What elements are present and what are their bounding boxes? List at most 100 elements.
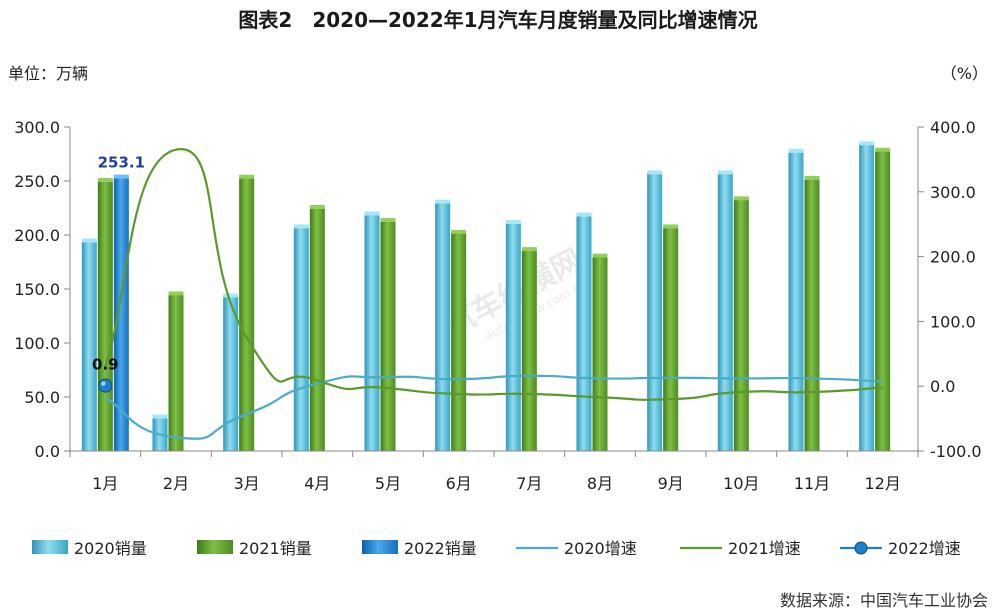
line-series-2020增速 — [104, 374, 883, 440]
bar — [239, 177, 255, 451]
legend-item: 2022增速 — [840, 539, 961, 558]
right-tick-label: 100.0 — [930, 312, 976, 331]
bar-top — [364, 211, 380, 216]
bar-top — [505, 220, 521, 225]
right-tick-label: 400.0 — [930, 118, 976, 137]
legend-label: 2020增速 — [564, 539, 637, 558]
right-tick-label: 200.0 — [930, 248, 976, 267]
bar — [804, 178, 820, 451]
bar — [717, 173, 733, 451]
line-series-2022增速 — [98, 378, 113, 393]
bar-top — [647, 170, 663, 175]
x-tick-label: 3月 — [234, 474, 260, 493]
line-series-2021增速 — [104, 148, 883, 401]
bar-top — [733, 196, 749, 201]
series-line — [104, 148, 883, 401]
bar-top — [293, 224, 309, 229]
x-tick-label: 2月 — [163, 474, 189, 493]
legend-item: 2021销量 — [197, 539, 312, 558]
x-tick-label: 4月 — [304, 474, 330, 493]
legend-label: 2022销量 — [404, 539, 477, 558]
chart-title: 图表2 2020—2022年1月汽车月度销量及同比增速情况 — [238, 8, 757, 32]
bar — [647, 173, 663, 451]
x-axis: 1月 2月 3月 4月 5月 6月 7月 8月 9月 10月 11月 12月 — [69, 450, 919, 493]
left-tick-label: 200.0 — [14, 226, 60, 245]
bar — [435, 202, 451, 451]
bar — [663, 227, 679, 451]
x-tick-label: 11月 — [794, 474, 830, 493]
bar — [364, 214, 380, 451]
bar — [859, 144, 875, 451]
legend: 2020销量 2021销量 2022销量 2020增速 2021增速 2022增速 — [32, 539, 961, 558]
legend-swatch — [362, 540, 398, 554]
bar — [81, 241, 97, 451]
x-tick-label: 9月 — [658, 474, 684, 493]
bar-top — [521, 247, 537, 252]
right-axis-unit: （%） — [941, 64, 988, 83]
series-line — [104, 374, 883, 440]
right-axis: -100.0 0.0 100.0 200.0 300.0 400.0 — [917, 118, 982, 461]
bar-top — [152, 414, 168, 419]
bar-top — [223, 293, 239, 298]
bar-series-2021销量 — [97, 147, 891, 451]
left-tick-label: 0.0 — [35, 442, 60, 461]
bar — [223, 296, 239, 451]
left-tick-label: 250.0 — [14, 172, 60, 191]
bar-top — [859, 141, 875, 146]
bar-top — [309, 205, 325, 209]
bar — [293, 227, 309, 451]
source-note: 数据来源：中国汽车工业协会 — [780, 591, 988, 610]
series-marker — [98, 378, 113, 393]
legend-item: 2021增速 — [680, 539, 801, 558]
bar-top — [875, 147, 891, 152]
right-tick-label: 0.0 — [930, 377, 955, 396]
right-tick-label: 300.0 — [930, 183, 976, 202]
bar-top — [804, 175, 820, 180]
right-tick-label: -100.0 — [930, 442, 982, 461]
bar-top — [380, 217, 396, 222]
left-tick-label: 300.0 — [14, 118, 60, 137]
x-tick-label: 8月 — [587, 474, 613, 493]
legend-item: 2020销量 — [32, 539, 147, 558]
left-axis-unit: 单位：万辆 — [8, 64, 88, 83]
legend-label: 2022增速 — [888, 539, 961, 558]
bar — [451, 232, 467, 451]
left-axis: 0.0 50.0 100.0 150.0 200.0 250.0 300.0 — [14, 118, 71, 461]
bar-top — [451, 229, 467, 234]
data-label: 253.1 — [98, 154, 145, 172]
legend-item: 2020增速 — [516, 539, 637, 558]
bar-top — [435, 199, 451, 204]
legend-label: 2020销量 — [74, 539, 147, 558]
left-tick-label: 150.0 — [14, 280, 60, 299]
x-tick-label: 6月 — [446, 474, 472, 493]
legend-label: 2021销量 — [239, 539, 312, 558]
x-tick-label: 7月 — [516, 474, 542, 493]
plot-area: 253.1 0.9 — [81, 141, 891, 452]
bar-top — [717, 170, 733, 175]
legend-swatch — [197, 540, 233, 554]
x-tick-label: 5月 — [375, 474, 401, 493]
bar-top — [239, 174, 255, 179]
bar-top — [576, 212, 592, 217]
bar-top — [113, 174, 129, 179]
bar — [875, 150, 891, 451]
bar — [168, 294, 184, 451]
bar-top — [81, 238, 97, 243]
legend-label: 2021增速 — [728, 539, 801, 558]
bar — [733, 199, 749, 451]
bar-top — [168, 291, 184, 296]
legend-swatch — [32, 540, 68, 554]
data-label: 0.9 — [92, 356, 119, 374]
bar — [521, 250, 537, 451]
bar-top — [663, 224, 679, 229]
x-tick-label: 10月 — [723, 474, 759, 493]
x-tick-label: 1月 — [92, 474, 118, 493]
bar-series-2020销量 — [81, 141, 875, 451]
bar — [576, 215, 592, 451]
legend-item: 2022销量 — [362, 539, 477, 558]
series-marker-highlight — [101, 381, 106, 386]
bar-top — [592, 253, 608, 258]
x-tick-label: 12月 — [864, 474, 900, 493]
bar — [505, 223, 521, 451]
